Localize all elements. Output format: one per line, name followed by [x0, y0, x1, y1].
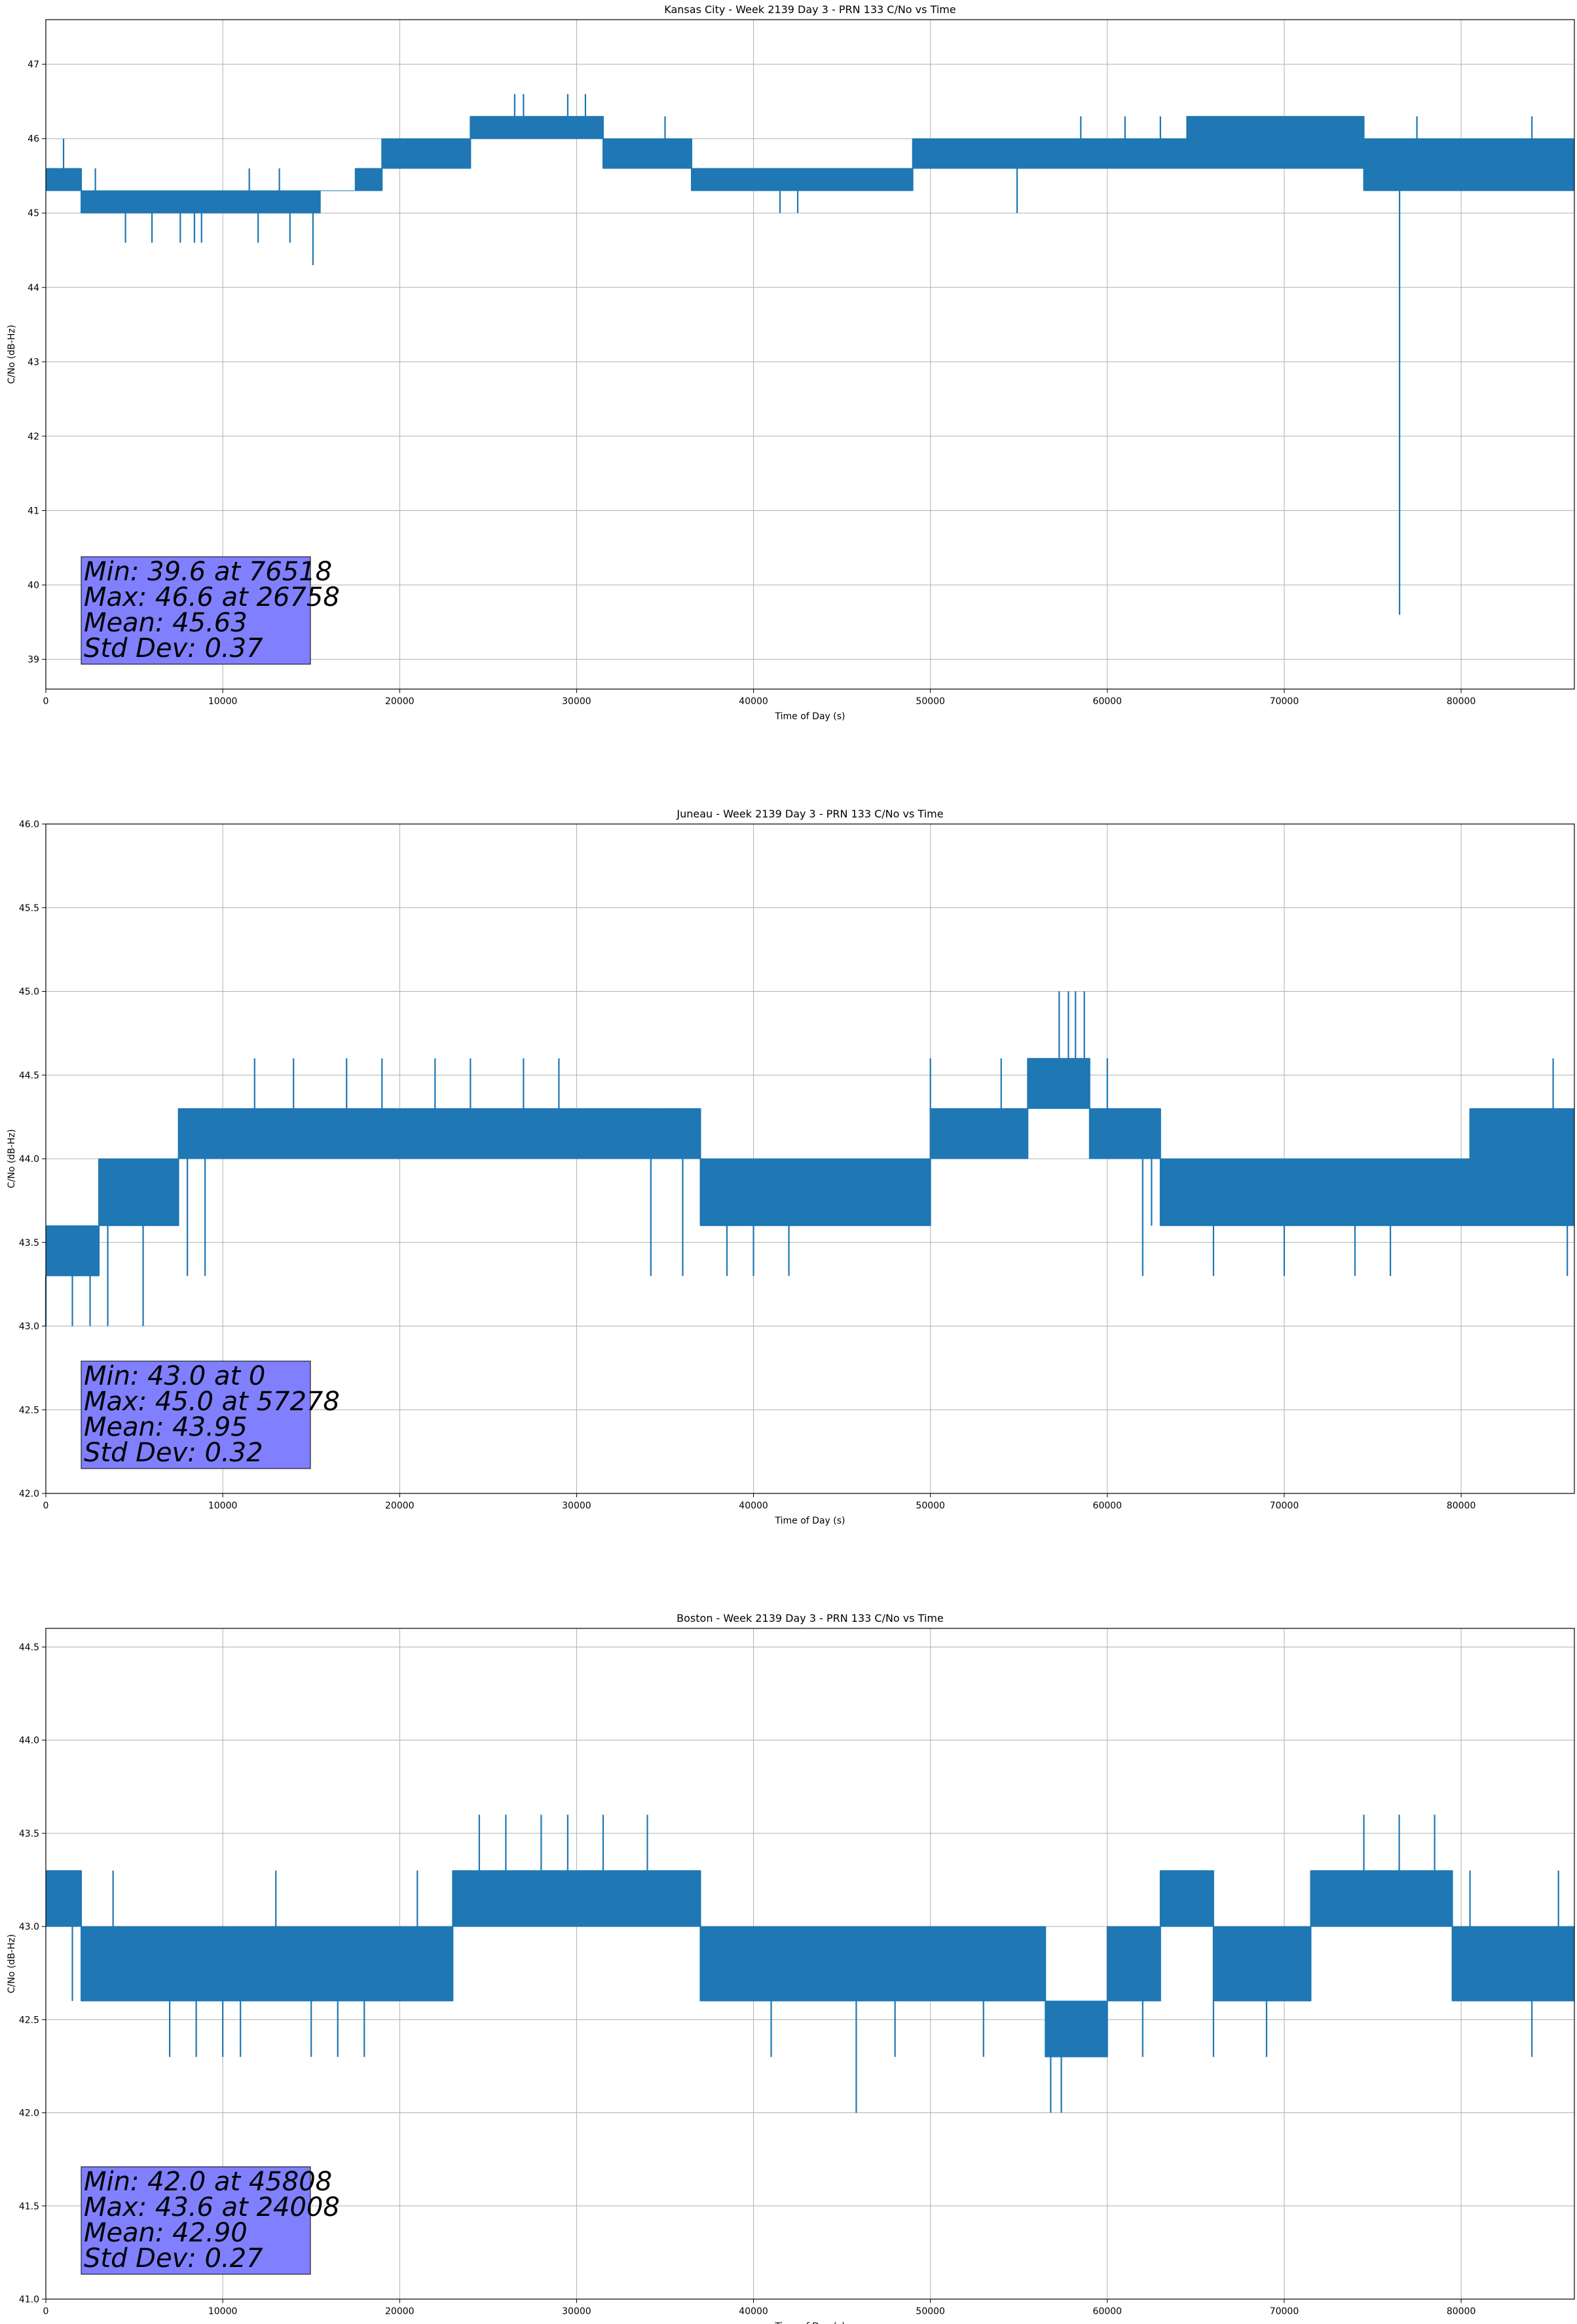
chart-title: Kansas City - Week 2139 Day 3 - PRN 133 … [664, 3, 955, 16]
y-tick-label: 43.5 [19, 1829, 39, 1839]
y-tick-label: 44.5 [19, 1070, 39, 1081]
x-tick-label: 40000 [739, 1501, 768, 1511]
x-tick-label: 70000 [1270, 696, 1299, 707]
x-tick-label: 20000 [385, 696, 415, 707]
chart-panel-kansas-city: 0 10000 20000 30000 40000 50000 60000 70000 8000… [7, 3, 1575, 722]
series-line [45, 1814, 1575, 2113]
stats-mean: Mean: 45.63 [84, 608, 248, 638]
y-axis-label: C/No (dB-Hz) [7, 325, 17, 384]
y-tick-label: 42.0 [19, 2108, 39, 2119]
x-tick-label: 60000 [1093, 2306, 1122, 2317]
y-tick-label: 44.0 [19, 1736, 39, 1746]
y-tick-label: 44.0 [19, 1154, 39, 1165]
stats-mean: Mean: 42.90 [84, 2218, 248, 2248]
y-tick-label: 43.0 [19, 1322, 39, 1332]
y-tick-label: 42.0 [19, 1489, 39, 1499]
y-tick-label: 44 [28, 283, 39, 293]
stats-std: Std Dev: 0.32 [84, 1438, 263, 1468]
x-tick-label: 0 [43, 696, 49, 707]
x-tick-label: 60000 [1093, 696, 1122, 707]
x-tick-label: 80000 [1447, 2306, 1476, 2317]
x-tick-label: 10000 [208, 696, 238, 707]
y-tick-label: 45.5 [19, 903, 39, 914]
y-tick-label: 43.5 [19, 1238, 39, 1248]
y-tick-label: 45 [28, 208, 39, 219]
x-tick-label: 50000 [916, 696, 945, 707]
chart-panel-boston: 0 10000 20000 30000 40000 50000 60000 70000 8000… [7, 1612, 1575, 2324]
stats-max: Max: 45.0 at 57278 [84, 1387, 340, 1417]
y-tick-label: 47 [28, 60, 39, 70]
y-tick-label: 46 [28, 134, 39, 145]
plot-frame [45, 1628, 1575, 2300]
y-tick-label: 41.0 [19, 2295, 39, 2305]
x-tick-label: 40000 [739, 696, 768, 707]
y-tick-label: 45.0 [19, 987, 39, 998]
y-tick-label: 42 [28, 432, 39, 442]
stats-min: Min: 43.0 at 0 [84, 1361, 265, 1391]
x-tick-label: 30000 [562, 2306, 591, 2317]
x-tick-label: 0 [43, 1501, 49, 1511]
x-tick-label: 40000 [739, 2306, 768, 2317]
x-tick-label: 80000 [1447, 1501, 1476, 1511]
y-tick-label: 40 [28, 580, 39, 591]
x-tick-label: 10000 [208, 1501, 238, 1511]
x-axis-label: Time of Day (s) [775, 2321, 845, 2324]
stats-box-background [81, 1360, 311, 1469]
y-axis-label: C/No (dB-Hz) [7, 1129, 17, 1188]
x-tick-label: 30000 [562, 696, 591, 707]
y-tick-label: 43 [28, 357, 39, 367]
stats-max: Max: 43.6 at 24008 [84, 2192, 340, 2222]
y-tick-label: 42.5 [19, 2015, 39, 2025]
y-tick-label: 39 [28, 655, 39, 665]
plot-frame [45, 19, 1575, 690]
series-line [45, 94, 1575, 615]
stats-box-background [81, 556, 311, 665]
stats-min: Min: 39.6 at 76518 [84, 557, 332, 587]
y-tick-label: 42.5 [19, 1405, 39, 1415]
chart-panel-juneau: 0 10000 20000 30000 40000 50000 60000 70000 8000… [7, 808, 1575, 1526]
x-axis-label: Time of Day (s) [775, 711, 845, 722]
chart-title: Boston - Week 2139 Day 3 - PRN 133 C/No … [677, 1612, 944, 1624]
x-tick-label: 50000 [916, 1501, 945, 1511]
stats-mean: Mean: 43.95 [84, 1412, 248, 1442]
series-band [45, 1058, 1575, 1277]
stats-std: Std Dev: 0.37 [84, 633, 263, 664]
x-tick-label: 10000 [208, 2306, 238, 2317]
y-tick-label: 41 [28, 506, 39, 516]
stats-box-background [81, 2166, 311, 2275]
y-tick-label: 41.5 [19, 2202, 39, 2212]
x-tick-label: 0 [43, 2306, 49, 2317]
x-tick-label: 70000 [1270, 2306, 1299, 2317]
x-tick-label: 30000 [562, 1501, 591, 1511]
x-tick-label: 20000 [385, 1501, 415, 1511]
series-band [45, 116, 1575, 214]
chart-title: Juneau - Week 2139 Day 3 - PRN 133 C/No … [676, 808, 943, 820]
stats-max: Max: 46.6 at 26758 [84, 582, 340, 612]
x-tick-label: 20000 [385, 2306, 415, 2317]
y-axis-label: C/No (dB-Hz) [7, 1934, 17, 1993]
stats-std: Std Dev: 0.27 [84, 2243, 263, 2274]
y-tick-label: 46.0 [19, 819, 39, 830]
x-axis-label: Time of Day (s) [775, 1516, 845, 1526]
x-tick-label: 60000 [1093, 1501, 1122, 1511]
y-tick-label: 44.5 [19, 1642, 39, 1653]
x-tick-label: 70000 [1270, 1501, 1299, 1511]
x-tick-label: 80000 [1447, 696, 1476, 707]
y-tick-label: 43.0 [19, 1922, 39, 1932]
series-line [45, 991, 1575, 1326]
stats-min: Min: 42.0 at 45808 [84, 2167, 332, 2197]
x-tick-label: 50000 [916, 2306, 945, 2317]
